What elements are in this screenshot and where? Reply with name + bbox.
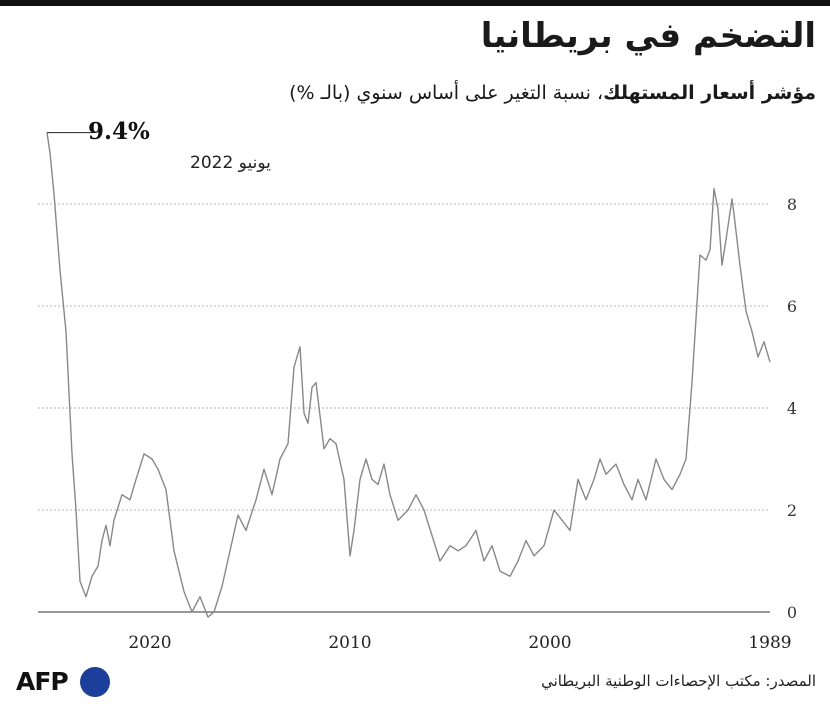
source-note: المصدر: مكتب الإحصاءات الوطنية البريطاني [541, 672, 816, 690]
x-tick-label-2010: 2010 [328, 633, 371, 653]
y-tick-label-0: 0 [787, 603, 797, 622]
chart-title: التضخم في بريطانيا [480, 16, 816, 56]
x-tick-label-2000: 2000 [528, 633, 571, 653]
subtitle-rest: ، نسبة التغير على أساس سنوي (بالـ %) [289, 82, 604, 104]
afp-logo-dot [80, 667, 110, 697]
x-tick-label-2020: 2020 [128, 633, 171, 653]
y-tick-label-2: 2 [787, 501, 797, 520]
afp-logo-text: AFP [16, 667, 69, 696]
afp-logo: AFP [16, 666, 110, 698]
y-tick-label-4: 4 [787, 399, 797, 418]
top-bar [0, 0, 830, 6]
chart-subtitle: مؤشر أسعار المستهلك، نسبة التغير على أسا… [289, 82, 816, 104]
y-tick-label-6: 6 [787, 297, 797, 316]
subtitle-bold: مؤشر أسعار المستهلك [603, 82, 816, 104]
peak-date-label: يونيو 2022 [190, 153, 271, 173]
x-tick-label-1989: 1989 [748, 633, 791, 653]
inflation-line [46, 132, 771, 618]
peak-value-label: 9.4% [88, 118, 150, 145]
y-tick-label-8: 8 [787, 195, 797, 214]
